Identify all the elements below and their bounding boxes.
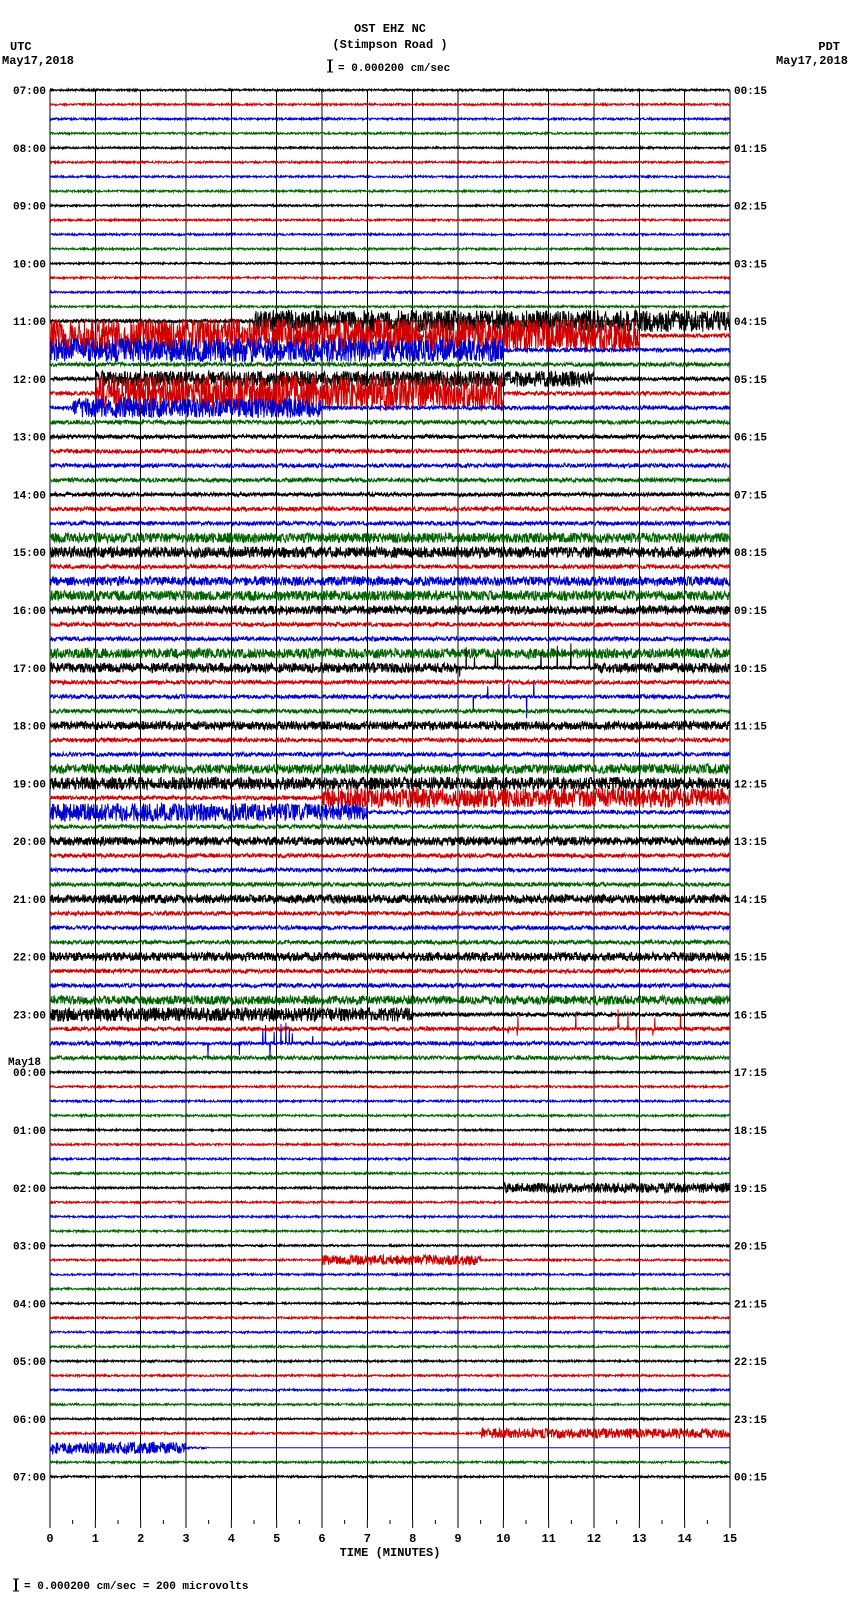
x-tick-label: 3 — [182, 1532, 189, 1546]
utc-hour-label: 21:00 — [13, 895, 46, 907]
x-tick-label: 15 — [723, 1532, 737, 1546]
seismic-trace — [50, 219, 730, 221]
utc-hour-label: 10:00 — [13, 259, 46, 271]
utc-hour-label: 20:00 — [13, 837, 46, 849]
utc-hour-label: 19:00 — [13, 779, 46, 791]
utc-hour-label: 22:00 — [13, 953, 46, 965]
pdt-hour-label: 00:15 — [734, 86, 767, 98]
utc-hour-label: 12:00 — [13, 375, 46, 387]
pdt-hour-label: 10:15 — [734, 664, 767, 676]
utc-hour-label: 14:00 — [13, 490, 46, 502]
pdt-hour-label: 09:15 — [734, 606, 767, 618]
utc-hour-label: 17:00 — [13, 664, 46, 676]
pdt-hour-label: 15:15 — [734, 953, 767, 965]
utc-hour-label: 01:00 — [13, 1126, 46, 1138]
pdt-hour-label: 13:15 — [734, 837, 767, 849]
pdt-hour-label: 05:15 — [734, 375, 767, 387]
pdt-hour-label: 01:15 — [734, 144, 767, 156]
utc-hour-label: 18:00 — [13, 722, 46, 734]
utc-hour-label: 07:00 — [13, 1473, 46, 1485]
x-tick-label: 8 — [409, 1532, 416, 1546]
pdt-hour-label: 11:15 — [734, 722, 767, 734]
header-scale-label: = 0.000200 cm/sec — [338, 63, 450, 75]
x-tick-label: 10 — [496, 1532, 510, 1546]
utc-date: May17,2018 — [2, 54, 74, 68]
x-tick-label: 4 — [228, 1532, 235, 1546]
seismic-trace — [50, 1403, 730, 1405]
pdt-hour-label: 21:15 — [734, 1299, 767, 1311]
pdt-date: May17,2018 — [776, 54, 848, 68]
seismic-trace — [50, 1100, 730, 1102]
pdt-hour-label: 08:15 — [734, 548, 767, 560]
utc-hour-label: 06:00 — [13, 1415, 46, 1427]
utc-hour-label: 08:00 — [13, 144, 46, 156]
pdt-hour-label: 14:15 — [734, 895, 767, 907]
pdt-hour-label: 06:15 — [734, 433, 767, 445]
utc-hour-label: 09:00 — [13, 202, 46, 214]
utc-title: UTC — [10, 40, 32, 54]
pdt-hour-label: 17:15 — [734, 1068, 767, 1080]
utc-hour-label: 00:00 — [13, 1068, 46, 1080]
pdt-hour-label: 22:15 — [734, 1357, 767, 1369]
header-location: (Stimpson Road ) — [332, 38, 447, 52]
utc-hour-label: 04:00 — [13, 1299, 46, 1311]
pdt-title: PDT — [818, 40, 840, 54]
x-axis-label: TIME (MINUTES) — [340, 1546, 441, 1560]
pdt-hour-label: 20:15 — [734, 1242, 767, 1254]
pdt-hour-label: 18:15 — [734, 1126, 767, 1138]
utc-hour-label: 02:00 — [13, 1184, 46, 1196]
x-tick-label: 11 — [541, 1532, 555, 1546]
plot-background — [0, 0, 850, 1613]
utc-hour-label: 15:00 — [13, 548, 46, 560]
x-tick-label: 6 — [318, 1532, 325, 1546]
pdt-hour-label: 02:15 — [734, 202, 767, 214]
pdt-hour-label: 23:15 — [734, 1415, 767, 1427]
x-tick-label: 5 — [273, 1532, 280, 1546]
x-tick-label: 1 — [92, 1532, 99, 1546]
utc-hour-label: 03:00 — [13, 1242, 46, 1254]
utc-hour-label: 07:00 — [13, 86, 46, 98]
utc-hour-label: 11:00 — [13, 317, 46, 329]
seismic-trace — [50, 291, 730, 293]
pdt-hour-label: 12:15 — [734, 779, 767, 791]
footer-scale-label: = 0.000200 cm/sec = 200 microvolts — [24, 1581, 248, 1593]
pdt-hour-label: 19:15 — [734, 1184, 767, 1196]
seismic-trace — [50, 1245, 730, 1247]
utc-hour-label: 23:00 — [13, 1010, 46, 1022]
utc-hour-label: 16:00 — [13, 606, 46, 618]
x-tick-label: 9 — [454, 1532, 461, 1546]
pdt-hour-label: 00:15 — [734, 1473, 767, 1485]
utc-hour-label: 13:00 — [13, 433, 46, 445]
helicorder-plot: 07:00 08:00 09:00 10:00 11:00 12:00 13:00 14:00… — [0, 0, 850, 1613]
x-tick-label: 14 — [677, 1532, 691, 1546]
x-tick-label: 2 — [137, 1532, 144, 1546]
pdt-hour-label: 03:15 — [734, 259, 767, 271]
x-tick-label: 7 — [364, 1532, 371, 1546]
pdt-hour-label: 04:15 — [734, 317, 767, 329]
utc-hour-label: 05:00 — [13, 1357, 46, 1369]
header-station: OST EHZ NC — [354, 22, 426, 36]
pdt-hour-label: 16:15 — [734, 1010, 767, 1022]
x-tick-label: 12 — [587, 1532, 601, 1546]
pdt-hour-label: 07:15 — [734, 490, 767, 502]
x-tick-label: 13 — [632, 1532, 646, 1546]
seismic-trace — [50, 1172, 730, 1174]
seismic-trace — [50, 132, 730, 134]
x-tick-label: 0 — [46, 1532, 53, 1546]
